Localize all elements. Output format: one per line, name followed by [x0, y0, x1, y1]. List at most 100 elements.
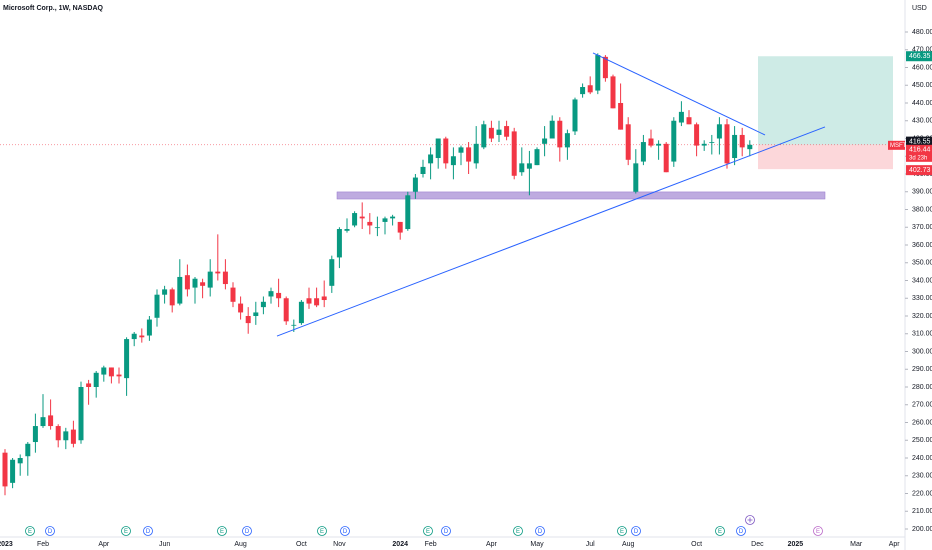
- earnings-upcoming: E: [816, 529, 820, 535]
- target-label-bg: [906, 51, 932, 62]
- candle-body: [648, 138, 654, 146]
- earnings-icon: [121, 526, 131, 536]
- x-tick-label: Oct: [691, 541, 702, 548]
- candle-body: [276, 292, 282, 299]
- candle-body: [428, 154, 434, 164]
- y-tick-label: 340.00: [912, 277, 932, 284]
- y-tick-label: 310.00: [912, 331, 932, 338]
- candle-body: [663, 143, 669, 173]
- countdown: 3d 23h: [909, 155, 927, 161]
- stop-label: 402.73: [909, 167, 931, 174]
- candle-body: [481, 124, 487, 148]
- candle-body: [131, 333, 137, 340]
- y-tick-label: 360.00: [912, 242, 932, 249]
- y-tick-label: 270.00: [912, 402, 932, 409]
- x-tick-label: 2024: [392, 541, 408, 548]
- earnings: E: [718, 529, 722, 535]
- dividend: D: [634, 529, 639, 535]
- dividend-icon: [242, 526, 252, 536]
- entry-label: 416.55: [909, 138, 931, 145]
- candle-body: [549, 120, 555, 139]
- candle-body: [162, 289, 168, 295]
- support-trendline: [276, 126, 826, 337]
- candle-body: [108, 367, 114, 377]
- candle-body: [739, 134, 745, 148]
- dividend-icon: [441, 526, 451, 536]
- x-tick-label: Jul: [586, 541, 595, 548]
- resistance-trendline: [592, 52, 766, 136]
- candle-body: [420, 166, 426, 174]
- candle-body: [618, 103, 624, 130]
- candle-body: [238, 303, 244, 313]
- candle-body: [466, 147, 472, 162]
- target-label: 466.35: [909, 53, 931, 60]
- earnings: E: [426, 529, 430, 535]
- candle-body: [443, 138, 449, 164]
- dividend: D: [444, 529, 449, 535]
- candle-body: [177, 276, 183, 304]
- earnings: E: [28, 529, 32, 535]
- dividend: D: [245, 529, 250, 535]
- entry-label-bg: [906, 136, 932, 147]
- candle-body: [382, 218, 388, 222]
- currency: USD: [912, 5, 927, 12]
- last-price-label: 416.44: [909, 147, 931, 154]
- y-tick-label: 450.00: [912, 82, 932, 89]
- x-tick-label: Nov: [333, 541, 346, 548]
- y-tick-label: 260.00: [912, 419, 932, 426]
- y-tick-label: 210.00: [912, 508, 932, 515]
- x-tick-label: Apr: [889, 541, 901, 548]
- earnings: E: [124, 529, 128, 535]
- candle-body: [671, 120, 677, 162]
- candle-body: [587, 85, 593, 93]
- y-tick-label: 280.00: [912, 384, 932, 391]
- earnings-icon: [317, 526, 327, 536]
- candle-body: [245, 316, 251, 324]
- candle-body: [572, 99, 578, 132]
- candle-body: [70, 429, 76, 444]
- earnings-icon: [423, 526, 433, 536]
- candle-body: [63, 431, 69, 441]
- stop-label-bg: [906, 165, 932, 176]
- candle-body: [25, 443, 31, 457]
- y-tick-label: 250.00: [912, 437, 932, 444]
- candle-body: [298, 301, 304, 324]
- candle-body: [291, 324, 297, 326]
- dividend: D: [146, 529, 151, 535]
- candle-body: [184, 275, 190, 290]
- candle-body: [367, 221, 373, 226]
- candle-body: [32, 426, 38, 443]
- y-tick-label: 470.00: [912, 47, 932, 54]
- candle-body: [678, 111, 684, 123]
- dividend: D: [48, 529, 53, 535]
- candle-body: [716, 124, 722, 139]
- earnings: E: [620, 529, 624, 535]
- dividend-icon: [631, 526, 641, 536]
- candle-body: [580, 87, 586, 95]
- candle-body: [283, 298, 289, 322]
- candle-body: [473, 143, 479, 164]
- dividend-icon: [535, 526, 545, 536]
- candle-body: [154, 294, 160, 318]
- candle-body: [610, 76, 616, 109]
- candle-body: [352, 213, 358, 226]
- candle-body: [2, 452, 8, 487]
- candle-body: [496, 129, 502, 135]
- dividend: D: [343, 529, 348, 535]
- candle-body: [222, 271, 228, 285]
- y-tick-label: 290.00: [912, 366, 932, 373]
- candle-body: [458, 147, 464, 153]
- symbol-bg: [888, 140, 905, 150]
- candle-body: [724, 124, 730, 164]
- x-tick-label: Oct: [296, 541, 307, 548]
- candle-body: [314, 298, 320, 306]
- candle-body: [344, 229, 350, 231]
- candle-body: [557, 120, 563, 148]
- last-price-bg: [906, 144, 932, 162]
- support-zone: [336, 191, 826, 200]
- x-tick-label: Aug: [234, 541, 247, 548]
- symbol-label: MSFT: [890, 143, 907, 149]
